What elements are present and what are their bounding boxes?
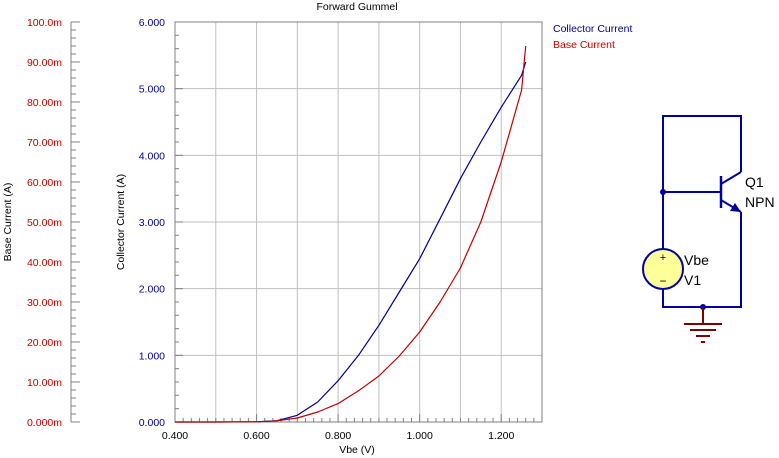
base-current-axis-label: Base Current (A) bbox=[2, 183, 14, 262]
base-tick-label: 60.00m bbox=[27, 177, 62, 189]
collector-tick-label: 0.000 bbox=[139, 417, 165, 429]
series-line-base-current bbox=[175, 45, 527, 423]
chart-title: Forward Gummel bbox=[316, 1, 397, 13]
legend: Collector Current Base Current bbox=[553, 23, 632, 51]
base-current-axis: 0.000m 10.00m 20.00m 30.00m 40.00m 50.00m 60.0… bbox=[27, 17, 80, 429]
collector-tick-label: 2.000 bbox=[139, 284, 165, 296]
x-tick-label: 1.200 bbox=[488, 430, 514, 442]
x-tick-label: 0.800 bbox=[325, 430, 351, 442]
base-tick-label: 40.00m bbox=[27, 257, 62, 269]
source-plus: + bbox=[660, 252, 666, 264]
collector-lead bbox=[720, 171, 742, 185]
top-wire bbox=[662, 115, 742, 249]
collector-tick-label: 5.000 bbox=[139, 84, 165, 96]
x-tick-label: 1.000 bbox=[407, 430, 433, 442]
transistor-type: NPN bbox=[745, 194, 775, 210]
legend-base-current: Base Current bbox=[553, 39, 615, 51]
source-name: Vbe bbox=[684, 252, 709, 268]
base-tick-label: 30.00m bbox=[27, 297, 62, 309]
collector-tick-label: 4.000 bbox=[139, 150, 165, 162]
base-tick-label: 80.00m bbox=[27, 97, 62, 109]
circuit-schematic: + − Q1 NPN Vbe V1 bbox=[642, 115, 775, 343]
base-tick-label: 20.00m bbox=[27, 337, 62, 349]
collector-tick-label: 1.000 bbox=[139, 350, 165, 362]
source-minus: − bbox=[659, 274, 666, 288]
base-tick-label: 0.000m bbox=[27, 417, 62, 429]
base-tick-label: 70.00m bbox=[27, 137, 62, 149]
x-tick-label: 0.600 bbox=[243, 430, 269, 442]
emitter-arrow-icon bbox=[730, 203, 741, 212]
vbe-axis: 0.400 0.600 0.800 1.000 1.200 bbox=[162, 414, 543, 442]
base-tick-label: 50.00m bbox=[27, 217, 62, 229]
collector-tick-label: 6.000 bbox=[139, 17, 165, 29]
series-lines bbox=[175, 45, 527, 423]
legend-collector-current: Collector Current bbox=[553, 23, 632, 35]
collector-current-axis-label: Collector Current (A) bbox=[115, 174, 127, 270]
base-junction-dot bbox=[660, 189, 666, 195]
collector-current-axis: 0.000 1.000 2.000 3.000 4.000 5.000 6.000 bbox=[139, 17, 183, 429]
voltage-source-icon bbox=[642, 248, 684, 290]
base-tick-label: 100.0m bbox=[27, 17, 62, 29]
source-ref: V1 bbox=[684, 272, 701, 288]
x-tick-label: 0.400 bbox=[162, 430, 188, 442]
collector-tick-label: 3.000 bbox=[139, 217, 165, 229]
base-tick-label: 90.00m bbox=[27, 57, 62, 69]
transistor-name: Q1 bbox=[745, 174, 764, 190]
vbe-axis-label: Vbe (V) bbox=[339, 444, 375, 456]
base-tick-label: 10.00m bbox=[27, 377, 62, 389]
